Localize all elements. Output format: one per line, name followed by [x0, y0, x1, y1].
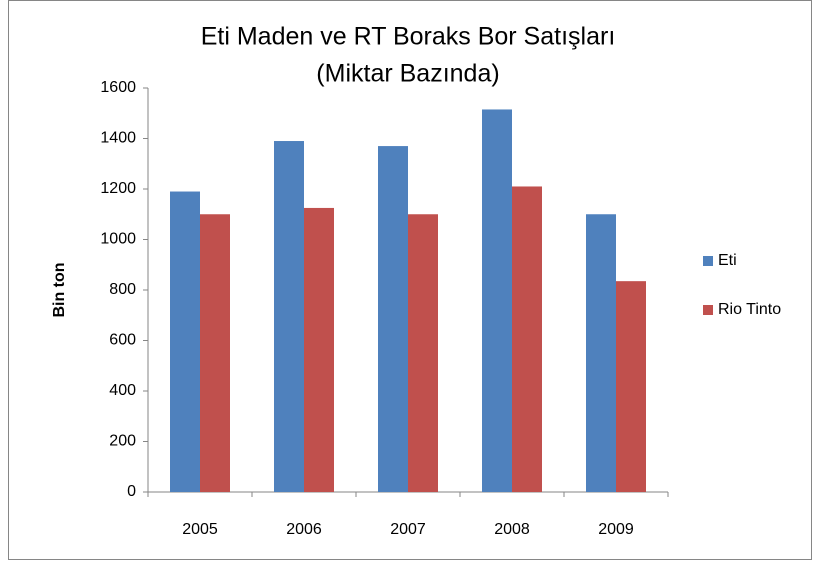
chart-title: Eti Maden ve RT Boraks Bor Satışları — [201, 23, 616, 51]
y-tick-label: 200 — [109, 433, 136, 450]
y-tick-label: 1200 — [100, 180, 136, 197]
bar — [408, 214, 438, 492]
y-axis-label: Bin ton — [51, 262, 68, 317]
legend-swatch — [703, 256, 713, 266]
y-tick-label: 1400 — [100, 130, 136, 147]
y-tick-label: 1000 — [100, 231, 136, 248]
x-tick-label: 2008 — [494, 521, 530, 538]
x-tick-label: 2006 — [286, 521, 322, 538]
x-tick-label: 2009 — [598, 521, 634, 538]
chart-subtitle: (Miktar Bazında) — [316, 60, 499, 88]
bar — [482, 109, 512, 493]
bar — [616, 281, 646, 492]
legend-label: Rio Tinto — [718, 301, 781, 318]
bar — [170, 191, 200, 492]
bar — [586, 214, 616, 492]
y-tick-label: 600 — [109, 332, 136, 349]
legend-label: Eti — [718, 252, 737, 269]
bar — [378, 146, 408, 492]
bar — [512, 186, 542, 492]
bar — [274, 141, 304, 492]
y-tick-label: 800 — [109, 281, 136, 298]
bar — [304, 207, 334, 492]
y-tick-label: 400 — [109, 382, 136, 399]
x-tick-label: 2005 — [182, 521, 218, 538]
legend-swatch — [703, 305, 713, 315]
y-tick-label: 0 — [127, 483, 136, 500]
bar — [200, 214, 230, 492]
y-tick-label: 1600 — [100, 79, 136, 96]
x-tick-label: 2007 — [390, 521, 426, 538]
